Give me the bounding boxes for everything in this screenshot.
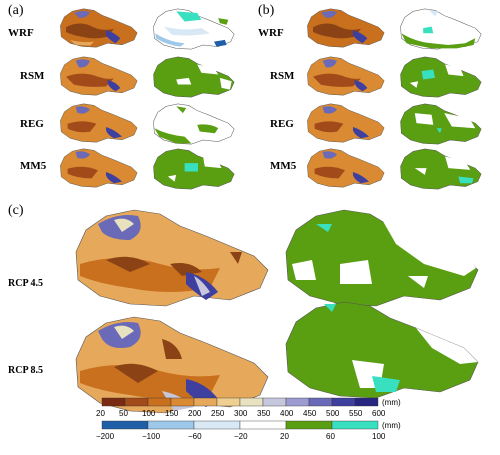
legend-tick-label: 100 (142, 409, 156, 418)
map-c-rcp85-change (285, 301, 479, 399)
legend-swatch (354, 397, 379, 407)
row-label-b-mm5: MM5 (270, 160, 297, 172)
map-b-mm5-precip (307, 148, 385, 188)
legend-swatch (331, 397, 356, 407)
legend-tick-label: 20 (280, 432, 289, 441)
legend-swatch (147, 397, 172, 407)
row-label-c-rcp45: RCP 4.5 (8, 278, 43, 289)
map-b-wrf-precip (307, 8, 385, 48)
legend-swatch (308, 397, 333, 407)
legend-tick-label: 250 (211, 409, 225, 418)
legend-tick-label: 300 (234, 409, 248, 418)
legend-swatch (147, 420, 195, 430)
legend-tick-label: −200 (96, 432, 115, 441)
legend-tick-label: −100 (142, 432, 161, 441)
map-a-wrf-change (153, 8, 235, 50)
row-label-b-rsm: RSM (270, 70, 295, 82)
row-label-a-wrf: WRF (8, 27, 34, 39)
legend-swatch (239, 397, 264, 407)
map-b-mm5-change (400, 148, 482, 190)
map-b-reg-precip (307, 103, 385, 143)
legend-tick-label: −20 (234, 432, 248, 441)
legend-tick-label: 150 (165, 409, 179, 418)
map-b-wrf-change (400, 8, 482, 50)
legend-change (101, 420, 379, 430)
legend-tick-label: 400 (280, 409, 294, 418)
map-a-mm5-precip (60, 148, 138, 188)
legend-tick-label: 600 (372, 409, 386, 418)
legend-swatch (331, 420, 379, 430)
map-b-reg-change (400, 103, 482, 145)
legend-precip-ticks: 20 50 100 150 200 250 300 350 400 450 500 550 600 (94, 409, 414, 419)
legend-swatch (285, 420, 333, 430)
legend-swatch (193, 397, 218, 407)
row-label-a-mm5: MM5 (20, 160, 47, 172)
row-label-a-rsm: RSM (20, 70, 45, 82)
map-c-rcp85-precip (75, 316, 269, 414)
legend-swatch (124, 397, 149, 407)
legend-tick-label: 350 (257, 409, 271, 418)
legend-tick-label: 450 (303, 409, 317, 418)
legend-precip (101, 397, 379, 407)
map-a-reg-precip (60, 103, 138, 143)
legend-swatch (262, 397, 287, 407)
legend-swatch (193, 420, 241, 430)
legend-swatch (101, 397, 126, 407)
map-b-rsm-change (400, 56, 482, 98)
legend-tick-label: 50 (119, 409, 128, 418)
legend-tick-label: 550 (349, 409, 363, 418)
legend-swatch (170, 397, 195, 407)
row-label-b-reg: REG (270, 118, 294, 130)
panel-c-label: (c) (8, 203, 24, 218)
legend-swatch (239, 420, 287, 430)
legend-tick-label: 500 (326, 409, 340, 418)
map-c-rcp45-precip (75, 209, 269, 307)
legend-tick-label: −60 (188, 432, 202, 441)
map-c-rcp45-change (285, 209, 479, 307)
legend-tick-label: 100 (372, 432, 386, 441)
legend-tick-label: 60 (326, 432, 335, 441)
legend-swatch (285, 397, 310, 407)
row-label-a-reg: REG (20, 118, 44, 130)
legend-change-ticks: −200 −100 −60 −20 20 60 100 (94, 432, 414, 442)
legend-swatch (216, 397, 241, 407)
legend-swatch (101, 420, 149, 430)
map-a-rsm-precip (60, 56, 138, 96)
map-a-mm5-change (153, 148, 235, 190)
panel-a-label: (a) (8, 3, 24, 18)
row-label-c-rcp85: RCP 8.5 (8, 365, 43, 376)
map-a-reg-change (153, 103, 235, 145)
legend-tick-label: 20 (96, 409, 105, 418)
legend-tick-label: 200 (188, 409, 202, 418)
legend-change-unit: (mm) (382, 421, 401, 430)
panel-b-label: (b) (258, 3, 275, 18)
map-b-rsm-precip (307, 56, 385, 96)
map-a-wrf-precip (60, 8, 138, 48)
row-label-b-wrf: WRF (258, 27, 284, 39)
map-a-rsm-change (153, 56, 235, 98)
legend-precip-unit: (mm) (382, 398, 401, 407)
